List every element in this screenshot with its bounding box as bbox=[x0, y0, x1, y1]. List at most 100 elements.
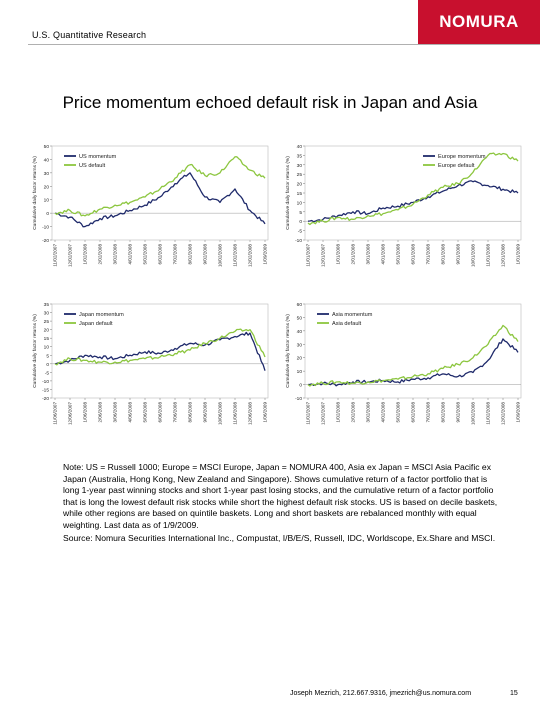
x-tick-label: 9/02/2008 bbox=[456, 402, 461, 423]
x-tick-label: 11/01/2008 bbox=[486, 244, 491, 267]
x-tick-label: 5/01/2008 bbox=[396, 244, 401, 265]
x-tick-label: 10/06/2008 bbox=[218, 402, 223, 425]
y-tick-label: 20 bbox=[44, 184, 50, 190]
y-tick-label: 40 bbox=[297, 329, 303, 335]
x-tick-label: 11/02/2007 bbox=[53, 244, 58, 267]
x-tick-label: 2/02/2008 bbox=[98, 244, 103, 265]
series-line-default bbox=[54, 328, 266, 366]
series-line-default bbox=[307, 324, 519, 387]
series-line-default bbox=[54, 156, 266, 217]
x-tick-label: 7/02/2008 bbox=[173, 244, 178, 265]
legend-entry: Europe momentum bbox=[438, 154, 486, 160]
y-tick-label: 5 bbox=[46, 353, 49, 359]
y-tick-label: 40 bbox=[297, 144, 303, 150]
x-tick-label: 8/02/2008 bbox=[441, 402, 446, 423]
x-tick-label: 3/06/2008 bbox=[113, 402, 118, 423]
plot-area bbox=[51, 303, 269, 399]
y-axis-label: Cumulative daily factor returns (%) bbox=[32, 314, 38, 388]
chart-note: Note: US = Russell 1000; Europe = MSCI E… bbox=[63, 462, 498, 530]
chart-svg: 50 40 30 20 10 0 -10 -20 Cumulative daily factor… bbox=[32, 144, 269, 267]
x-tick-label: 6/02/2008 bbox=[411, 402, 416, 423]
x-tick-label: 8/01/2008 bbox=[441, 244, 446, 265]
y-tick-label: 20 bbox=[297, 356, 303, 362]
us-chart: 50 40 30 20 10 0 -10 -20 Cumulative daily factor… bbox=[30, 140, 270, 292]
x-tick-label: 9/06/2008 bbox=[203, 402, 208, 423]
series-line-momentum bbox=[307, 338, 519, 387]
y-tick-label: 10 bbox=[297, 369, 303, 375]
y-tick-label: 0 bbox=[46, 362, 49, 368]
y-tick-label: -15 bbox=[42, 387, 49, 393]
y-tick-label: 30 bbox=[297, 342, 303, 348]
x-tick-label: 7/06/2008 bbox=[173, 402, 178, 423]
logo-text: NOMURA bbox=[439, 12, 519, 31]
y-axis-label: Cumulative daily factor returns (%) bbox=[285, 156, 291, 230]
x-tick-label: 4/02/2008 bbox=[381, 402, 386, 423]
y-tick-label: 10 bbox=[44, 198, 50, 204]
x-tick-label: 1/02/2008 bbox=[83, 244, 88, 265]
x-tick-label: 4/06/2008 bbox=[128, 402, 133, 423]
japan-chart: 35 30 25 20 15 10 5 0 -5 -10 -15 -20 Cumulative dail… bbox=[30, 298, 270, 450]
x-tick-label: 9/02/2008 bbox=[203, 244, 208, 265]
legend-entry: US default bbox=[79, 163, 106, 169]
y-tick-label: -20 bbox=[42, 238, 49, 244]
x-tick-label: 2/02/2008 bbox=[351, 402, 356, 423]
x-tick-label: 11/02/2007 bbox=[306, 402, 311, 425]
x-tick-label: 3/02/2008 bbox=[366, 402, 371, 423]
legend-entry: Europe default bbox=[438, 163, 475, 169]
x-tick-label: 6/01/2008 bbox=[411, 244, 416, 265]
x-tick-label: 12/01/2008 bbox=[501, 244, 506, 267]
y-tick-label: -20 bbox=[42, 396, 49, 402]
y-tick-label: 30 bbox=[297, 163, 303, 169]
x-tick-label: 6/02/2008 bbox=[158, 244, 163, 265]
y-tick-label: 25 bbox=[297, 172, 303, 178]
page-number: 15 bbox=[510, 690, 518, 697]
x-tick-label: 5/02/2008 bbox=[396, 402, 401, 423]
page-header: U.S. Quantitative Research NOMURA bbox=[0, 0, 540, 44]
x-tick-label: 3/02/2008 bbox=[113, 244, 118, 265]
x-tick-label: 12/01/2007 bbox=[321, 244, 326, 267]
y-tick-label: -5 bbox=[298, 229, 303, 235]
y-tick-label: -10 bbox=[295, 396, 302, 402]
x-tick-label: 2/01/2008 bbox=[351, 244, 356, 265]
x-tick-label: 1/01/2008 bbox=[336, 244, 341, 265]
y-tick-label: 10 bbox=[297, 200, 303, 206]
x-tick-label: 4/02/2008 bbox=[128, 244, 133, 265]
y-tick-label: 30 bbox=[44, 171, 50, 177]
x-tick-label: 8/06/2008 bbox=[188, 402, 193, 423]
x-tick-label: 12/02/2008 bbox=[501, 402, 506, 425]
y-tick-label: 50 bbox=[44, 144, 50, 150]
legend-entry: US momentum bbox=[79, 154, 117, 160]
chart-svg: 35 30 25 20 15 10 5 0 -5 -10 -15 -20 Cumulative dail… bbox=[32, 302, 269, 425]
y-tick-label: -10 bbox=[42, 225, 49, 231]
x-tick-label: 11/06/2007 bbox=[53, 402, 58, 425]
x-tick-label: 11/06/2008 bbox=[233, 402, 238, 425]
y-tick-label: 30 bbox=[44, 311, 50, 317]
x-tick-label: 1/06/2009 bbox=[263, 402, 268, 423]
series-line-momentum bbox=[54, 331, 266, 371]
plot-area bbox=[304, 145, 522, 241]
y-tick-label: 25 bbox=[44, 319, 50, 325]
x-tick-label: 12/02/2007 bbox=[68, 244, 73, 267]
y-tick-label: 40 bbox=[44, 157, 50, 163]
x-tick-label: 11/02/2008 bbox=[486, 402, 491, 425]
x-tick-label: 12/02/2007 bbox=[321, 402, 326, 425]
x-tick-label: 1/09/2009 bbox=[263, 244, 268, 265]
chart-source: Source: Nomura Securities International … bbox=[63, 533, 496, 543]
y-tick-label: 20 bbox=[44, 328, 50, 334]
x-tick-label: 5/02/2008 bbox=[143, 244, 148, 265]
x-tick-label: 7/02/2008 bbox=[426, 402, 431, 423]
footer-author: Joseph Mezrich, 212.667.9316, jmezrich@u… bbox=[290, 690, 472, 697]
y-tick-label: -5 bbox=[45, 370, 50, 376]
y-tick-label: -10 bbox=[295, 238, 302, 244]
x-tick-label: 11/02/2008 bbox=[233, 244, 238, 267]
y-tick-label: 15 bbox=[44, 336, 50, 342]
x-tick-label: 3/01/2008 bbox=[366, 244, 371, 265]
x-tick-label: 5/06/2008 bbox=[143, 402, 148, 423]
x-tick-label: 10/02/2008 bbox=[218, 244, 223, 267]
department-label: U.S. Quantitative Research bbox=[32, 30, 147, 40]
x-tick-label: 1/02/2008 bbox=[336, 402, 341, 423]
y-tick-label: -10 bbox=[42, 379, 49, 385]
x-tick-label: 2/06/2008 bbox=[98, 402, 103, 423]
x-tick-label: 12/06/2007 bbox=[68, 402, 73, 425]
x-tick-label: 8/02/2008 bbox=[188, 244, 193, 265]
